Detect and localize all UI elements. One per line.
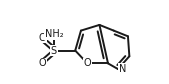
Text: O: O	[39, 33, 46, 43]
Text: N: N	[119, 64, 126, 74]
Text: NH₂: NH₂	[45, 29, 63, 39]
Text: O: O	[83, 58, 91, 68]
Text: O: O	[39, 58, 46, 68]
Text: S: S	[51, 46, 57, 56]
